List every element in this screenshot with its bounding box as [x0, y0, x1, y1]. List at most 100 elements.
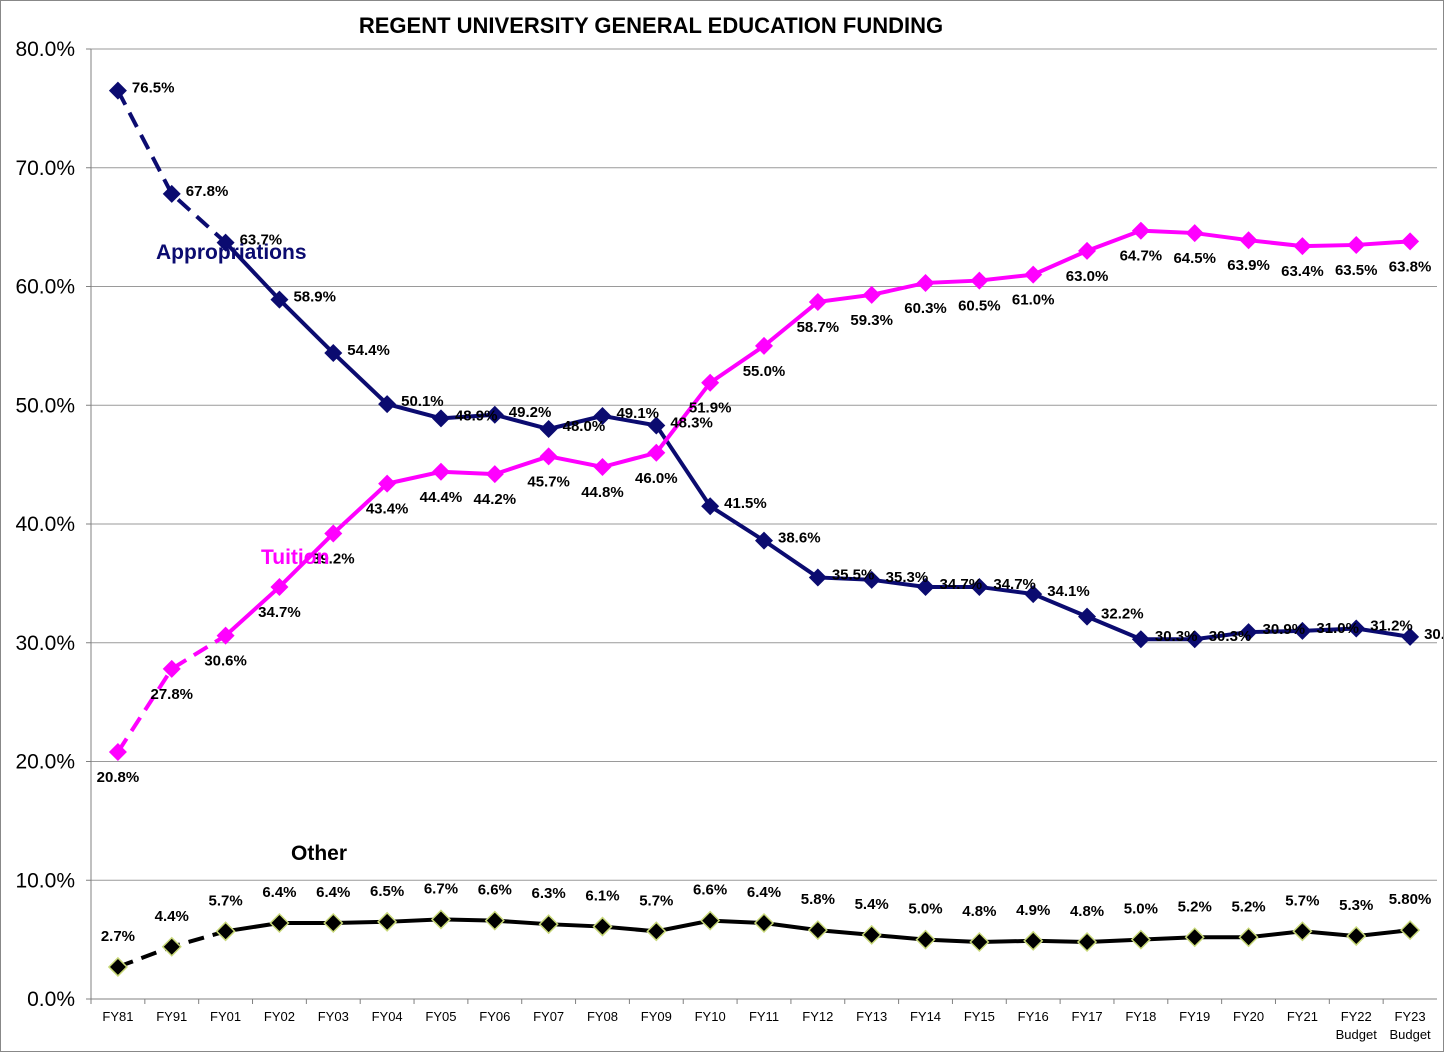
data-label: 30.6%: [204, 653, 247, 670]
data-label: 58.9%: [293, 289, 336, 306]
x-tick-label: FY12: [802, 1009, 833, 1024]
data-point-marker: [970, 577, 989, 596]
data-point-marker: [430, 909, 452, 930]
data-point-marker: [485, 465, 504, 484]
data-label: 49.1%: [616, 405, 659, 422]
data-label: 48.9%: [455, 407, 498, 424]
data-label: 6.6%: [693, 882, 727, 899]
data-label: 34.1%: [1047, 583, 1090, 600]
data-label: 20.8%: [97, 769, 140, 786]
data-label: 4.4%: [155, 908, 189, 925]
x-tick-label: FY91: [156, 1009, 187, 1024]
data-label: 6.6%: [478, 882, 512, 899]
x-tick-label: FY23: [1395, 1009, 1426, 1024]
data-label-layer: 76.5% 67.8% 63.7% 58.9% 54.4% 50.1% 48.9% 49.2%…: [97, 80, 1443, 945]
data-point-marker: [323, 912, 344, 934]
data-point-marker: [916, 577, 935, 596]
series-name-tuition: Tuition: [261, 546, 329, 569]
data-point-marker: [1131, 630, 1150, 649]
x-tick-label: FY22: [1341, 1009, 1372, 1024]
y-tick-labels: 0.0% 10.0% 20.0% 30.0% 40.0% 50.0% 60.0% 70.0% 8…: [15, 38, 91, 1011]
chart-title: REGENT UNIVERSITY GENERAL EDUCATION FUND…: [359, 13, 943, 38]
data-point-marker: [1024, 265, 1043, 284]
data-label: 63.0%: [1066, 268, 1109, 285]
data-label: 4.8%: [962, 903, 996, 920]
data-point-marker: [485, 405, 504, 424]
data-point-marker: [755, 531, 773, 550]
data-label: 38.6%: [778, 530, 821, 547]
x-tick-sublabel: Budget: [1336, 1027, 1378, 1042]
data-label: 48.0%: [563, 418, 606, 435]
x-tick-label: FY21: [1287, 1009, 1318, 1024]
x-tick-label: FY18: [1125, 1009, 1156, 1024]
data-point-marker: [162, 659, 181, 678]
data-point-marker: [808, 292, 827, 311]
x-tick-label: FY15: [964, 1009, 995, 1024]
data-point-marker: [378, 474, 397, 493]
data-point-marker: [753, 912, 775, 934]
data-label: 6.4%: [262, 884, 296, 901]
data-point-marker: [915, 929, 936, 950]
data-label: 44.8%: [581, 484, 624, 501]
data-label: 63.5%: [1335, 262, 1378, 279]
data-label: 63.7%: [240, 232, 283, 249]
data-point-marker: [215, 921, 236, 942]
data-point-marker: [1078, 241, 1097, 260]
data-point-marker: [1185, 224, 1204, 243]
data-label: 41.5%: [724, 495, 767, 512]
x-tick-label: FY09: [641, 1009, 672, 1024]
data-point-marker: [1401, 627, 1420, 646]
data-label: 50.1%: [401, 393, 444, 410]
data-label: 31.0%: [1316, 620, 1359, 637]
data-point-marker: [1078, 607, 1097, 626]
data-label: 2.7%: [101, 928, 135, 945]
data-point-marker: [431, 462, 450, 481]
data-point-marker: [592, 916, 613, 937]
data-label: 76.5%: [132, 80, 175, 97]
data-label: 35.5%: [832, 566, 875, 583]
data-point-marker: [538, 914, 559, 935]
x-tick-label: FY07: [533, 1009, 564, 1024]
data-point-marker: [539, 420, 558, 438]
data-label: 5.2%: [1178, 898, 1212, 915]
x-tick-label: FY02: [264, 1009, 295, 1024]
data-label: 6.4%: [747, 884, 781, 901]
series-layer: [107, 81, 1421, 977]
series-line-dashed: [116, 633, 227, 754]
data-point-marker: [270, 290, 289, 309]
x-tick-label: FY05: [425, 1009, 456, 1024]
y-tick-label: 40.0%: [15, 513, 75, 536]
data-label: 49.2%: [509, 404, 552, 421]
data-point-marker: [484, 910, 505, 931]
data-point-marker: [431, 409, 450, 428]
data-point-marker: [107, 956, 128, 977]
data-label: 6.4%: [316, 884, 350, 901]
y-tick-label: 0.0%: [27, 988, 75, 1011]
data-point-marker: [162, 184, 181, 203]
data-point-marker: [1293, 621, 1312, 640]
x-tick-labels: FY81 FY91 FY01 FY02 FY03 FY04 FY05 FY06 FY07 FY08…: [90, 999, 1431, 1042]
data-point-marker: [807, 920, 828, 941]
x-tick-label: FY03: [318, 1009, 349, 1024]
data-point-marker: [808, 568, 827, 587]
data-label: 59.3%: [850, 312, 893, 329]
data-point-marker: [593, 458, 612, 476]
x-tick-label: FY04: [372, 1009, 403, 1024]
data-label: 58.7%: [797, 319, 840, 336]
data-point-marker: [1023, 930, 1044, 951]
data-label: 30.3%: [1209, 628, 1252, 645]
data-point-marker: [862, 285, 881, 304]
data-label: 5.7%: [1285, 892, 1319, 909]
data-label: 30.9%: [1263, 621, 1306, 638]
data-point-marker: [647, 416, 666, 435]
data-label: 5.3%: [1339, 897, 1373, 914]
data-label: 60.5%: [958, 298, 1001, 315]
data-label: 32.2%: [1101, 606, 1144, 623]
x-tick-label: FY06: [479, 1009, 510, 1024]
data-point-marker: [324, 524, 343, 543]
x-tick-label: FY16: [1018, 1009, 1049, 1024]
data-point-marker: [1347, 235, 1366, 254]
data-label: 6.5%: [370, 883, 404, 900]
